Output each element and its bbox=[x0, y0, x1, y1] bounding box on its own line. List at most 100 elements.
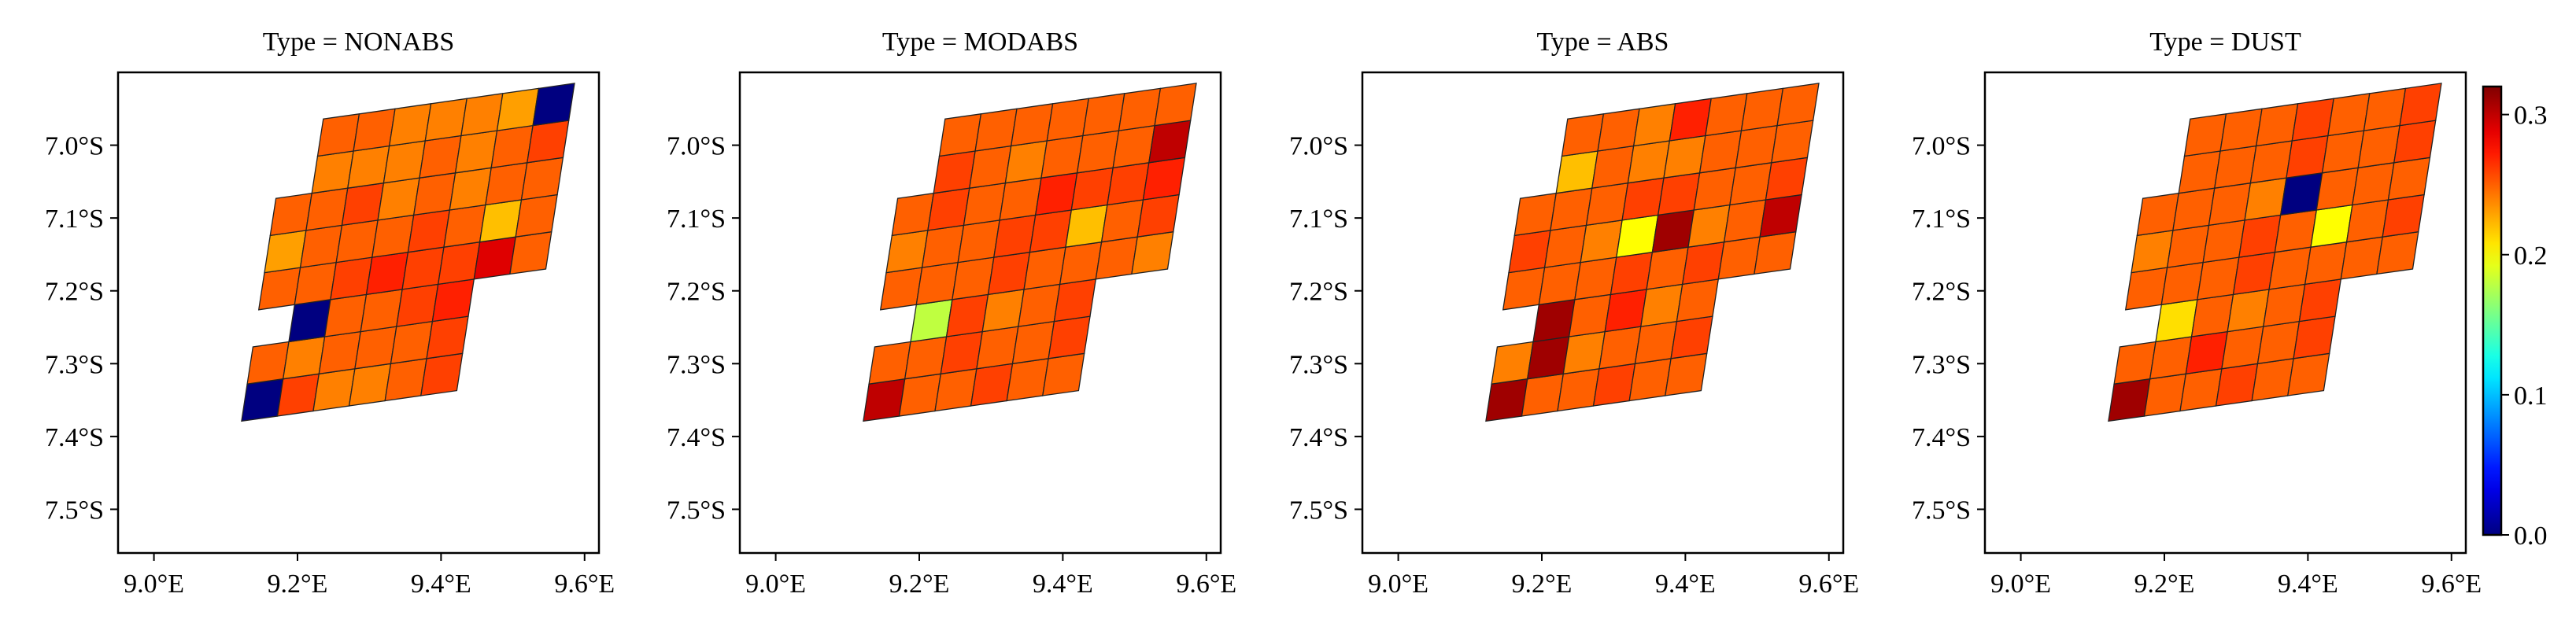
grid-cell bbox=[934, 368, 978, 412]
grid-cell bbox=[2244, 177, 2287, 221]
grid-cell bbox=[312, 368, 356, 412]
grid-cell bbox=[1723, 199, 1767, 243]
grid-cell bbox=[891, 192, 934, 237]
grid-cell bbox=[1543, 224, 1587, 268]
grid-cell bbox=[527, 120, 570, 164]
grid-cell bbox=[2286, 135, 2329, 179]
grid-cell bbox=[401, 246, 445, 290]
grid-cell bbox=[2149, 336, 2193, 380]
grid-cell bbox=[1597, 108, 1640, 152]
y-tick-label: 7.0°S bbox=[45, 132, 104, 161]
grid-cell bbox=[353, 108, 396, 152]
grid-cell bbox=[933, 150, 976, 194]
grid-cell bbox=[921, 224, 965, 268]
grid-cell bbox=[246, 341, 290, 385]
grid-cell bbox=[2232, 251, 2276, 296]
grid-cell bbox=[1521, 373, 1565, 417]
y-tick-label: 7.3°S bbox=[1289, 350, 1348, 379]
grid-cell bbox=[2197, 256, 2240, 300]
grid-cell bbox=[2310, 204, 2353, 248]
grid-cell bbox=[2263, 283, 2306, 327]
grid-cell bbox=[282, 336, 326, 380]
grid-cell bbox=[1621, 177, 1665, 221]
grid-cell bbox=[323, 293, 368, 337]
grid-cell bbox=[915, 261, 959, 306]
grid-cell bbox=[1065, 204, 1108, 248]
grid-cell bbox=[396, 283, 439, 327]
grid-cell bbox=[341, 182, 385, 227]
grid-cell bbox=[424, 98, 468, 142]
grid-cell bbox=[1759, 194, 1802, 238]
grid-cell bbox=[1107, 162, 1150, 206]
grid-cell bbox=[384, 358, 427, 402]
x-tick-label: 9.4°E bbox=[411, 570, 471, 599]
y-tick-label: 7.2°S bbox=[667, 278, 726, 307]
grid-cell bbox=[276, 373, 320, 417]
y-tick-label: 7.1°S bbox=[1912, 205, 1971, 234]
y-tick-label: 7.0°S bbox=[667, 132, 726, 161]
grid-cell bbox=[330, 256, 373, 300]
grid-cell bbox=[1136, 194, 1180, 238]
grid-cell bbox=[2221, 326, 2264, 370]
grid-cell bbox=[426, 315, 469, 359]
grid-cell bbox=[952, 256, 995, 300]
grid-cell bbox=[412, 172, 456, 216]
grid-cell bbox=[1154, 83, 1197, 127]
grid-cell bbox=[1502, 267, 1546, 311]
grid-cell bbox=[420, 352, 464, 396]
grid-cell bbox=[1776, 83, 1820, 127]
grid-cell bbox=[241, 378, 284, 422]
grid-cell bbox=[1095, 236, 1138, 280]
axes-frame bbox=[1983, 71, 2467, 555]
grid-cell bbox=[1561, 113, 1605, 157]
grid-cell bbox=[2178, 150, 2221, 194]
grid-cell bbox=[490, 124, 534, 169]
grid-cell bbox=[2179, 368, 2223, 412]
y-tick-label: 7.1°S bbox=[1289, 205, 1348, 234]
colorbar-tick-label: 0.3 bbox=[2514, 101, 2548, 131]
grid-cell bbox=[335, 219, 379, 264]
x-tick-label: 9.0°E bbox=[745, 570, 806, 599]
y-tick-label: 7.4°S bbox=[667, 423, 726, 452]
grid-cell bbox=[1059, 241, 1103, 286]
grid-cell bbox=[898, 373, 942, 417]
grid-cell bbox=[885, 230, 929, 274]
panel-title: Type = NONABS bbox=[263, 28, 454, 57]
y-tick-label: 7.4°S bbox=[1289, 423, 1348, 452]
grid-cell bbox=[1592, 363, 1636, 407]
grid-cell bbox=[910, 299, 953, 343]
grid-cell bbox=[2160, 261, 2204, 306]
grid-cell bbox=[318, 330, 361, 375]
grid-cell bbox=[1526, 336, 1570, 380]
heatmap-cells bbox=[1485, 83, 1820, 422]
grid-cell bbox=[437, 241, 481, 286]
grid-cell bbox=[1627, 140, 1671, 184]
panel-title: Type = MODABS bbox=[882, 28, 1078, 57]
grid-cell bbox=[1616, 214, 1659, 258]
colorbar-tick-label: 0.2 bbox=[2514, 241, 2548, 271]
grid-cell bbox=[388, 103, 432, 147]
grid-cell bbox=[2155, 299, 2198, 343]
map-panel: Type = NONABS 9.0°E 9.2°E 9.4°E 9.6°E 7.0°S 7.… bbox=[45, 28, 615, 599]
grid-cell bbox=[1034, 172, 1078, 216]
grid-cell bbox=[2183, 113, 2227, 157]
x-tick-label: 9.2°E bbox=[2134, 570, 2195, 599]
grid-cell bbox=[1651, 209, 1695, 253]
grid-cell bbox=[288, 299, 331, 343]
y-tick-label: 7.3°S bbox=[45, 350, 104, 379]
grid-cell bbox=[1610, 251, 1654, 296]
grid-cell bbox=[1532, 299, 1576, 343]
panel-title: Type = ABS bbox=[1537, 28, 1669, 57]
grid-cell bbox=[2113, 341, 2157, 385]
colorbar-gradient bbox=[2483, 87, 2501, 535]
grid-cell bbox=[927, 187, 970, 231]
grid-cell bbox=[1735, 124, 1778, 169]
grid-cell bbox=[2215, 363, 2259, 407]
grid-cell bbox=[1118, 87, 1162, 131]
grid-cell bbox=[2124, 267, 2168, 311]
grid-cell bbox=[1598, 326, 1642, 370]
grid-cell bbox=[294, 261, 337, 306]
grid-cell bbox=[2255, 103, 2299, 147]
x-tick-label: 9.0°E bbox=[1990, 570, 2051, 599]
